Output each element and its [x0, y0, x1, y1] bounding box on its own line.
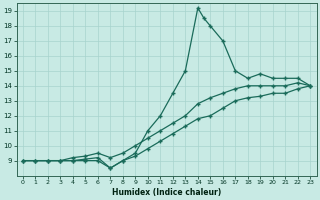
X-axis label: Humidex (Indice chaleur): Humidex (Indice chaleur) [112, 188, 221, 197]
